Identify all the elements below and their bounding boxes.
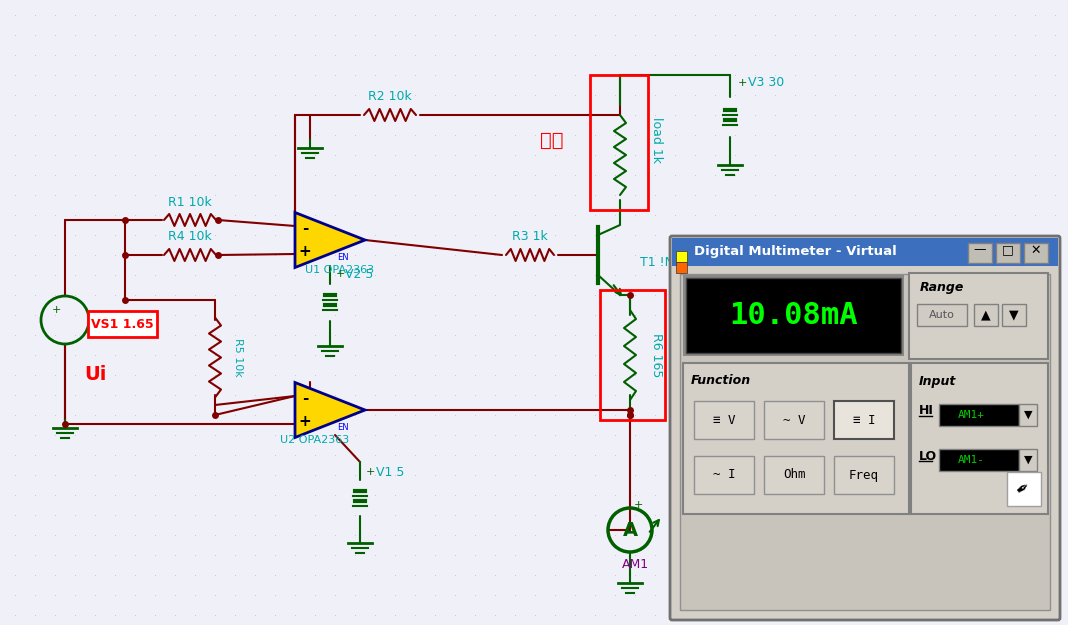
Text: ✒: ✒ bbox=[1014, 478, 1035, 501]
Text: V3 30: V3 30 bbox=[748, 76, 784, 89]
Text: T1 !NPN: T1 !NPN bbox=[640, 256, 691, 269]
Text: Ui: Ui bbox=[83, 366, 106, 384]
Bar bbox=[939, 449, 1019, 471]
Bar bbox=[1024, 243, 1048, 263]
Text: +: + bbox=[335, 269, 345, 279]
Text: Input: Input bbox=[918, 374, 956, 388]
Text: AM1+: AM1+ bbox=[958, 410, 985, 420]
Text: ▼: ▼ bbox=[1024, 410, 1033, 420]
Text: +: + bbox=[365, 467, 375, 477]
Text: R2 10k: R2 10k bbox=[368, 91, 412, 104]
Bar bbox=[590, 75, 648, 210]
FancyBboxPatch shape bbox=[909, 273, 1048, 359]
Text: EN: EN bbox=[337, 423, 349, 432]
Text: ✕: ✕ bbox=[1031, 244, 1041, 256]
Text: +: + bbox=[633, 500, 643, 510]
Text: 10.08mA: 10.08mA bbox=[729, 301, 858, 330]
Bar bbox=[1007, 472, 1041, 506]
Polygon shape bbox=[295, 382, 365, 438]
Text: V2 5: V2 5 bbox=[345, 268, 374, 281]
Text: Range: Range bbox=[920, 281, 964, 294]
Bar bbox=[917, 304, 967, 326]
Text: ~ V: ~ V bbox=[783, 414, 805, 426]
Text: EN: EN bbox=[337, 253, 349, 262]
Text: Auto: Auto bbox=[929, 310, 955, 320]
Bar bbox=[1002, 304, 1026, 326]
Bar bbox=[676, 262, 687, 273]
Text: Digital Multimeter - Virtual: Digital Multimeter - Virtual bbox=[694, 246, 897, 259]
Text: A: A bbox=[623, 521, 638, 539]
Text: ▼: ▼ bbox=[1024, 455, 1033, 465]
Text: R4 10k: R4 10k bbox=[168, 231, 211, 244]
Text: 负载: 负载 bbox=[540, 131, 564, 149]
Text: +: + bbox=[51, 305, 61, 315]
Text: AM1-: AM1- bbox=[958, 455, 985, 465]
Bar bbox=[834, 401, 894, 439]
Bar bbox=[684, 275, 904, 356]
Text: VS1 1.65: VS1 1.65 bbox=[91, 318, 154, 331]
Text: HI: HI bbox=[918, 404, 933, 418]
Bar bbox=[764, 456, 824, 494]
Text: Ohm: Ohm bbox=[783, 469, 805, 481]
Text: AM1: AM1 bbox=[622, 559, 648, 571]
Text: ≡ V: ≡ V bbox=[712, 414, 735, 426]
Bar bbox=[694, 401, 754, 439]
Text: ~ I: ~ I bbox=[712, 469, 735, 481]
FancyBboxPatch shape bbox=[684, 363, 909, 514]
Text: —: — bbox=[974, 244, 986, 256]
Bar bbox=[996, 243, 1020, 263]
Bar bbox=[676, 251, 687, 262]
Text: □: □ bbox=[1002, 244, 1014, 256]
Bar bbox=[600, 290, 665, 420]
Text: ▼: ▼ bbox=[1009, 309, 1019, 321]
Text: -: - bbox=[302, 391, 309, 406]
Bar bbox=[834, 456, 894, 494]
Polygon shape bbox=[295, 213, 365, 268]
Text: ≡ I: ≡ I bbox=[852, 414, 876, 426]
Bar bbox=[686, 278, 901, 353]
Bar bbox=[1019, 449, 1037, 471]
Text: -: - bbox=[302, 221, 309, 236]
Bar bbox=[968, 243, 992, 263]
FancyBboxPatch shape bbox=[88, 311, 157, 337]
Bar bbox=[1019, 404, 1037, 426]
Text: load 1k: load 1k bbox=[650, 117, 663, 163]
Bar bbox=[764, 401, 824, 439]
Text: V1 5: V1 5 bbox=[376, 466, 405, 479]
Text: ▲: ▲ bbox=[981, 309, 991, 321]
Text: Function: Function bbox=[691, 374, 751, 388]
Text: R6 165: R6 165 bbox=[650, 332, 663, 377]
Bar bbox=[672, 238, 1058, 266]
Text: LO: LO bbox=[918, 449, 937, 462]
Text: R5 10k: R5 10k bbox=[233, 338, 244, 377]
Bar bbox=[694, 456, 754, 494]
Text: R3 1k: R3 1k bbox=[513, 231, 548, 244]
Bar bbox=[680, 274, 1050, 610]
Bar bbox=[974, 304, 998, 326]
FancyBboxPatch shape bbox=[670, 236, 1061, 620]
Text: +: + bbox=[299, 244, 312, 259]
Text: R1 10k: R1 10k bbox=[168, 196, 211, 209]
Text: U2 OPA2363: U2 OPA2363 bbox=[280, 435, 349, 445]
Text: +: + bbox=[299, 414, 312, 429]
FancyBboxPatch shape bbox=[911, 363, 1048, 514]
Text: Freq: Freq bbox=[849, 469, 879, 481]
Text: +: + bbox=[737, 78, 747, 88]
Bar bbox=[939, 404, 1019, 426]
Text: U1 OPA2363: U1 OPA2363 bbox=[305, 265, 375, 275]
